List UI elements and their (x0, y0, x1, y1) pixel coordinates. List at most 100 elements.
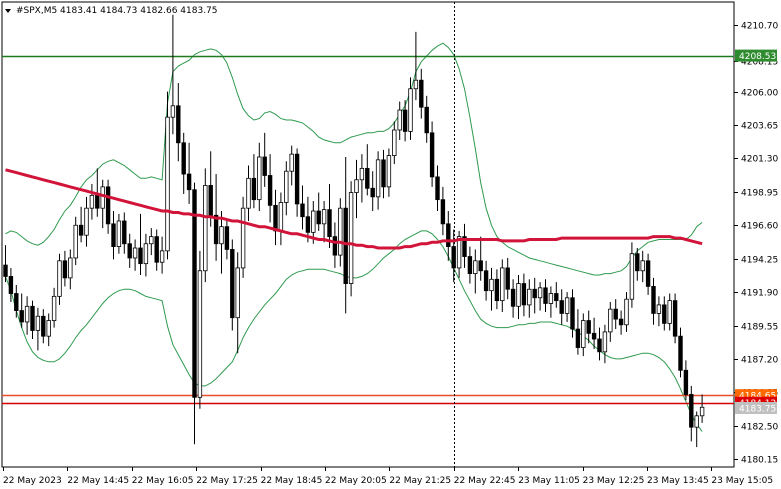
candle (343, 157, 348, 314)
candle (602, 324, 608, 364)
candle-body (537, 287, 543, 299)
candle-body (143, 243, 149, 265)
candle-body (516, 283, 521, 307)
x-tick-label: 23 May 15:05 (711, 476, 773, 486)
candle (100, 179, 105, 229)
candle (46, 313, 51, 347)
candle-body (365, 167, 370, 189)
candle (149, 228, 154, 256)
candle-body (689, 394, 694, 428)
candle-body (489, 278, 494, 292)
candle-body (440, 199, 446, 225)
candle (176, 83, 181, 162)
candle-body (570, 297, 575, 330)
candle (132, 239, 138, 271)
candle (375, 151, 381, 210)
candle (192, 182, 197, 445)
candle-body (640, 260, 645, 272)
candle (489, 267, 494, 311)
candle (143, 233, 149, 277)
candle (667, 293, 672, 331)
candle-body (564, 297, 570, 314)
candle (78, 206, 84, 243)
time-axis: 22 May 2023 22 May 14:45 22 May 16:05 22 Ma… (3, 467, 773, 486)
candle-body (300, 203, 305, 218)
candle (289, 145, 294, 186)
candle (19, 293, 24, 328)
x-tick-label: 22 May 18:45 (261, 476, 323, 486)
candle (224, 219, 230, 260)
x-tick-label: 22 May 14:45 (67, 476, 129, 486)
candle-body (559, 300, 564, 314)
candle (402, 100, 408, 142)
candle-body (635, 253, 640, 272)
x-tick-label: 22 May 17:25 (196, 476, 258, 486)
candle-body (473, 260, 478, 275)
candle-body (672, 300, 678, 337)
candle-body (662, 304, 667, 324)
price-tag-box (735, 401, 777, 414)
candle (257, 142, 262, 212)
candle (559, 289, 564, 325)
candle-body (176, 105, 181, 144)
candle (381, 149, 386, 199)
candle-body (132, 247, 138, 259)
candle-body (392, 129, 397, 156)
candle (294, 148, 300, 217)
candle (62, 250, 68, 287)
candle-body (14, 293, 19, 311)
candle-body (224, 226, 230, 250)
candle-body (483, 270, 489, 292)
candle-body (651, 286, 656, 314)
candle-body (262, 156, 267, 176)
candle (473, 249, 478, 294)
candle-body (240, 207, 246, 269)
candle-body (273, 204, 278, 232)
candle-body (181, 142, 186, 175)
candle (116, 213, 122, 254)
candle (246, 165, 251, 221)
candle (683, 360, 689, 401)
candle (24, 296, 30, 335)
candle-body (521, 283, 527, 306)
x-tick-label: 23 May 13:45 (647, 476, 709, 486)
candle-body (386, 155, 392, 188)
candle-body (375, 159, 381, 198)
candle-body (230, 249, 235, 319)
candle (651, 277, 656, 325)
symbol-info: #SPX,M5 4183.41 4184.73 4182.66 4183.75 (16, 6, 218, 16)
candle (581, 313, 586, 357)
candle (451, 229, 456, 283)
candle (575, 309, 581, 355)
candle (89, 184, 95, 220)
candle (656, 296, 662, 327)
candle-body (3, 264, 8, 277)
candle (392, 121, 397, 165)
candle (159, 236, 165, 274)
candle-body (105, 186, 111, 225)
candle (35, 307, 41, 351)
price-tag-box (735, 49, 777, 62)
candle (521, 273, 527, 317)
candle-body (46, 320, 51, 337)
candle (629, 242, 635, 308)
candle-body (532, 288, 537, 299)
candle-body (149, 236, 154, 245)
candle (284, 161, 289, 216)
candle (267, 154, 273, 223)
candle-body (608, 308, 613, 333)
candle (186, 142, 192, 204)
candle-body (667, 300, 672, 324)
candle-body (192, 189, 197, 398)
candle-body (219, 226, 224, 245)
candle-body (591, 332, 597, 340)
candle (8, 267, 14, 303)
candle-body (332, 236, 338, 256)
dropdown-arrow-icon[interactable] (5, 9, 11, 13)
candle-body (581, 320, 586, 348)
candle (640, 250, 645, 283)
candle (359, 154, 365, 203)
candle-body (397, 109, 402, 131)
